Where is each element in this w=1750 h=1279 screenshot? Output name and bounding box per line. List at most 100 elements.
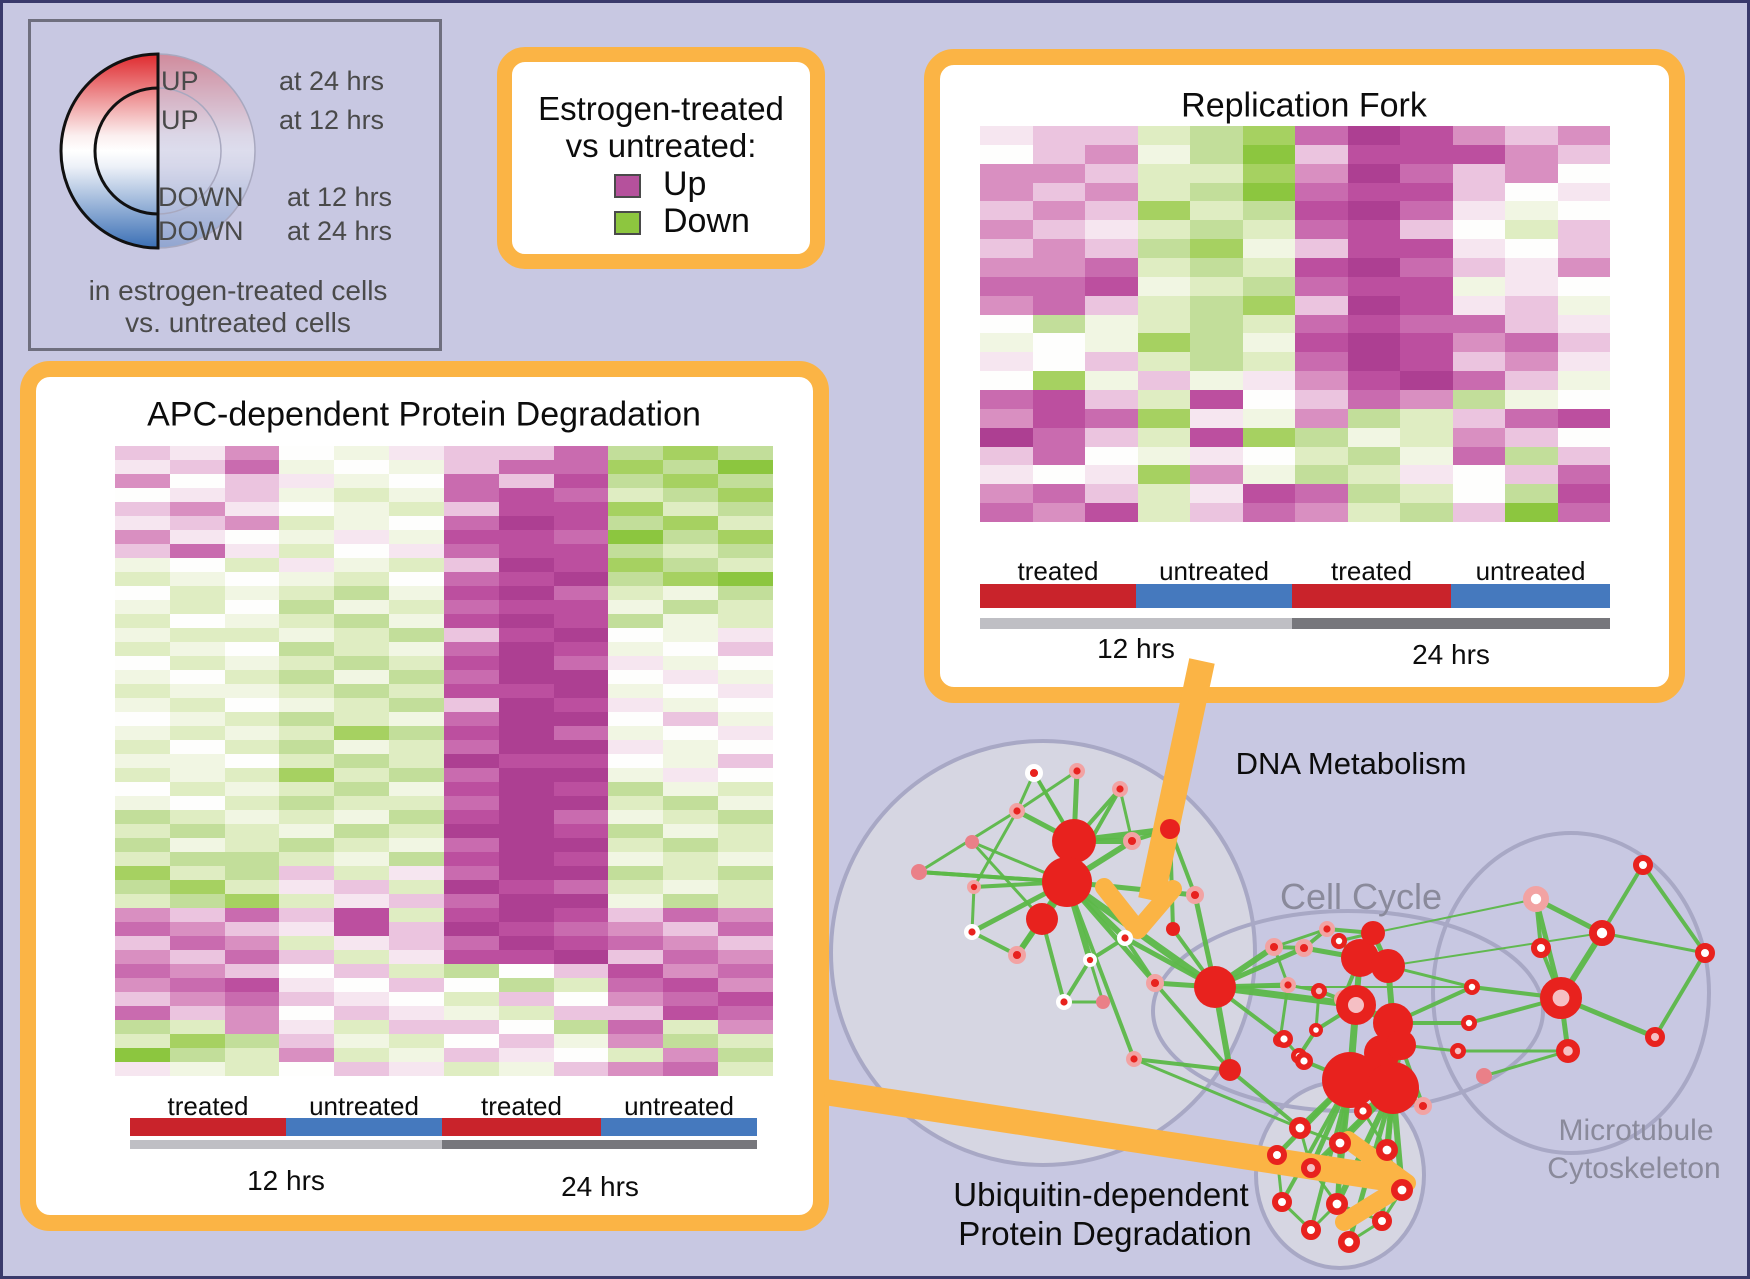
heatmap-cell	[279, 796, 335, 810]
heatmap-cell	[1505, 352, 1558, 372]
heatmap-cell	[169, 796, 225, 810]
heatmap-row	[115, 628, 773, 642]
heatmap-cell	[1190, 239, 1243, 259]
heatmap-cell	[608, 628, 664, 642]
heatmap-cell	[389, 544, 444, 558]
heatmap-row	[980, 390, 1610, 409]
network-node	[1308, 1022, 1323, 1037]
legend-caption-line1: in estrogen-treated cells	[88, 275, 388, 306]
heatmap-cell	[1137, 163, 1190, 183]
heatmap-row	[980, 371, 1610, 391]
heatmap-cell	[334, 586, 390, 600]
heatmap-cell	[1190, 484, 1243, 504]
heatmap-cell	[1400, 484, 1453, 504]
heatmap-cell	[389, 740, 444, 754]
heatmap-cell	[608, 922, 664, 936]
heatmap-cell	[224, 600, 280, 614]
heatmap-cell	[443, 460, 499, 474]
heatmap-cell	[498, 586, 554, 600]
heatmap-cell	[389, 894, 444, 908]
heatmap-cell	[1242, 390, 1295, 409]
heatmap-cell	[1557, 239, 1610, 259]
heatmap-cell	[389, 880, 444, 894]
network-node	[1111, 781, 1128, 798]
heatmap-cell	[334, 754, 390, 768]
heatmap-cell	[443, 852, 499, 866]
heatmap-cell	[498, 824, 554, 838]
heatmap-cell	[224, 740, 280, 754]
heatmap-cell	[224, 488, 280, 502]
heatmap-cell	[1085, 427, 1138, 447]
heatmap-cell	[498, 474, 554, 488]
heatmap-cell	[1242, 182, 1295, 202]
heatmap-cell	[553, 684, 609, 698]
heatmap-cell	[553, 698, 609, 712]
heatmap-cell	[334, 642, 390, 656]
heatmap-cell	[608, 740, 664, 754]
heatmap-cell	[980, 427, 1033, 447]
heatmap-cell	[389, 600, 444, 614]
network-node	[1329, 1132, 1352, 1155]
network-node	[1289, 1117, 1312, 1140]
heatmap-cell	[279, 502, 335, 516]
heatmap-cell	[1400, 220, 1453, 240]
heatmap-row	[980, 446, 1610, 466]
heatmap-cell	[1452, 239, 1505, 259]
heatmap-cell	[169, 964, 225, 978]
heatmap-cell	[1557, 408, 1610, 428]
heatmap-cell	[1347, 371, 1400, 391]
group-label: treated	[167, 1091, 249, 1121]
heatmap-cell	[1295, 314, 1348, 334]
heatmap-cell	[1085, 163, 1138, 183]
network-diagram	[823, 658, 1715, 1270]
heatmap-cell	[608, 488, 664, 502]
heatmap-cell	[224, 810, 280, 824]
network-node	[1279, 977, 1296, 994]
heatmap-cell	[224, 712, 280, 726]
heatmap-cell	[553, 782, 609, 796]
heatmap-cell	[334, 1034, 390, 1048]
heatmap-cell	[1032, 258, 1085, 277]
heatmap-cell	[608, 614, 664, 628]
heatmap-cell	[279, 460, 335, 474]
heatmap-cell	[443, 894, 499, 908]
heatmap-cell	[334, 1062, 390, 1076]
network-node	[1083, 952, 1098, 967]
heatmap-cell	[553, 936, 609, 950]
heatmap-cell	[169, 1020, 225, 1034]
heatmap-cell	[334, 544, 390, 558]
heatmap-cell	[663, 978, 719, 992]
heatmap-cell	[1190, 182, 1243, 202]
heatmap-cell	[443, 782, 499, 796]
heatmap-cell	[1085, 390, 1138, 409]
heatmap-cell	[718, 964, 773, 978]
heatmap-cell	[553, 558, 609, 572]
network-node	[1461, 1015, 1478, 1032]
heatmap-cell	[1505, 427, 1558, 447]
heatmap-cell	[334, 572, 390, 586]
heatmap-cell	[1137, 465, 1190, 485]
heatmap-cell	[334, 922, 390, 936]
heatmap-cell	[1032, 427, 1085, 447]
heatmap-cell	[608, 1020, 664, 1034]
heatmap-row	[115, 502, 773, 516]
heatmap-cell	[1557, 503, 1610, 523]
heatmap-cell	[1190, 333, 1243, 353]
heatmap-cell	[169, 544, 225, 558]
heatmap-cell	[718, 810, 773, 824]
heatmap-cell	[279, 726, 335, 740]
heatmap-cell	[1137, 239, 1190, 259]
heatmap-cell	[115, 502, 170, 516]
network-node	[1413, 1096, 1432, 1115]
heatmap-cell	[169, 460, 225, 474]
heatmap-cell	[389, 516, 444, 530]
heatmap-cell	[1137, 390, 1190, 409]
heatmap-cell	[334, 810, 390, 824]
heatmap-cell	[224, 866, 280, 880]
heatmap-cell	[498, 1048, 554, 1062]
heatmap-cell	[1557, 163, 1610, 183]
heatmap-cell	[1190, 258, 1243, 277]
heatmap-cell	[1347, 408, 1400, 428]
heatmap-cell	[224, 922, 280, 936]
heatmap-cell	[389, 1034, 444, 1048]
